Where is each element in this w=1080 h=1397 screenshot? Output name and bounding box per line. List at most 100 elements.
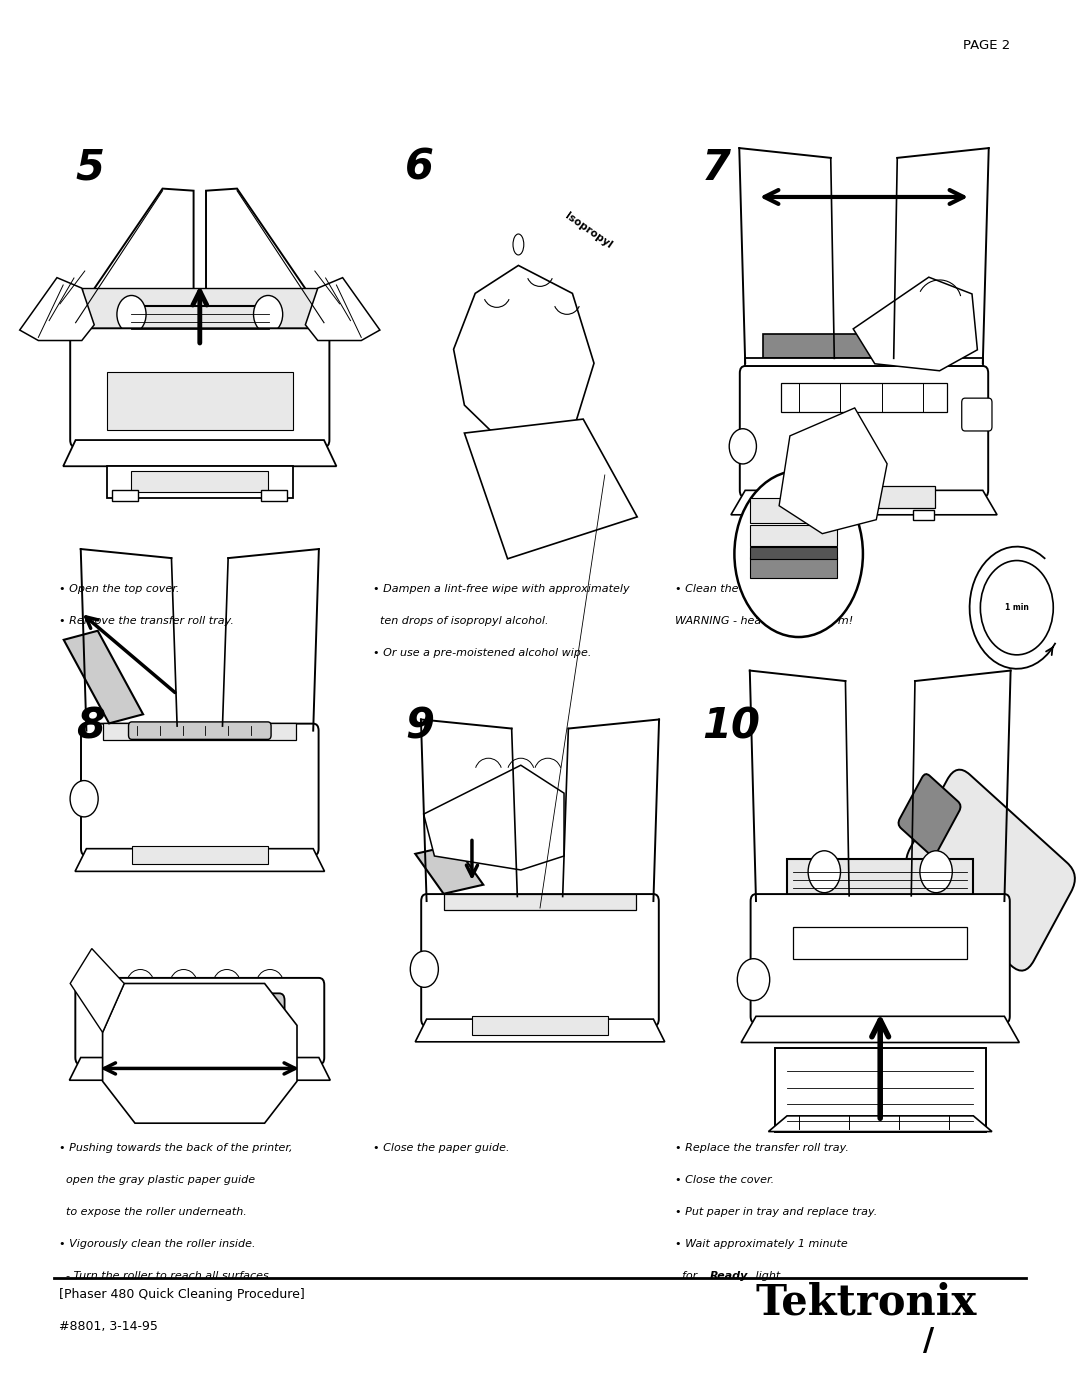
FancyBboxPatch shape — [787, 859, 973, 895]
Text: - Turn the roller to reach all surfaces.: - Turn the roller to reach all surfaces. — [59, 1271, 272, 1281]
Polygon shape — [464, 419, 637, 559]
FancyBboxPatch shape — [962, 398, 993, 432]
Text: [Phaser 480 Quick Cleaning Procedure]: [Phaser 480 Quick Cleaning Procedure] — [59, 1288, 306, 1301]
Text: PAGE 2: PAGE 2 — [962, 39, 1010, 52]
Circle shape — [738, 958, 770, 1000]
FancyBboxPatch shape — [70, 328, 329, 447]
FancyBboxPatch shape — [740, 366, 988, 497]
FancyBboxPatch shape — [132, 472, 268, 493]
Ellipse shape — [513, 235, 524, 256]
Polygon shape — [75, 849, 324, 872]
Text: 9: 9 — [405, 705, 434, 747]
Circle shape — [117, 296, 146, 334]
Text: open the gray plastic paper guide: open the gray plastic paper guide — [59, 1175, 256, 1185]
Text: ten drops of isopropyl alcohol.: ten drops of isopropyl alcohol. — [373, 616, 548, 626]
FancyBboxPatch shape — [794, 510, 815, 520]
Text: • Replace the transfer roll tray.: • Replace the transfer roll tray. — [675, 1143, 849, 1153]
FancyBboxPatch shape — [114, 993, 285, 1032]
FancyBboxPatch shape — [751, 548, 837, 559]
FancyBboxPatch shape — [472, 1017, 608, 1035]
Polygon shape — [103, 983, 297, 1123]
Text: Ready: Ready — [710, 1271, 748, 1281]
Polygon shape — [731, 490, 997, 515]
Polygon shape — [19, 278, 94, 341]
Ellipse shape — [508, 277, 518, 298]
Text: light.: light. — [752, 1271, 783, 1281]
FancyBboxPatch shape — [774, 1048, 986, 1132]
Ellipse shape — [535, 305, 545, 326]
Text: to expose the roller underneath.: to expose the roller underneath. — [59, 1207, 247, 1217]
Circle shape — [70, 781, 98, 817]
FancyBboxPatch shape — [751, 499, 837, 522]
Polygon shape — [63, 440, 337, 467]
Polygon shape — [306, 278, 380, 341]
Text: /: / — [923, 1326, 934, 1356]
Circle shape — [254, 296, 283, 334]
Text: • Close the paper guide.: • Close the paper guide. — [373, 1143, 509, 1153]
FancyBboxPatch shape — [913, 510, 934, 520]
FancyBboxPatch shape — [81, 724, 319, 855]
Polygon shape — [70, 949, 124, 1032]
FancyBboxPatch shape — [444, 894, 636, 911]
FancyBboxPatch shape — [132, 847, 268, 865]
FancyBboxPatch shape — [906, 770, 1075, 971]
FancyBboxPatch shape — [421, 894, 659, 1025]
FancyBboxPatch shape — [899, 774, 960, 855]
Text: • Remove the transfer roll tray.: • Remove the transfer roll tray. — [59, 616, 234, 626]
FancyBboxPatch shape — [751, 525, 837, 546]
Polygon shape — [415, 845, 484, 894]
Circle shape — [920, 851, 953, 893]
FancyBboxPatch shape — [751, 557, 837, 578]
Text: • Pushing towards the back of the printer,: • Pushing towards the back of the printe… — [59, 1143, 293, 1153]
Polygon shape — [853, 277, 977, 370]
Polygon shape — [779, 408, 887, 534]
FancyBboxPatch shape — [82, 288, 318, 341]
Text: WARNING - head may be warm!: WARNING - head may be warm! — [675, 616, 853, 626]
Text: • Wait approximately 1 minute: • Wait approximately 1 minute — [675, 1239, 848, 1249]
Circle shape — [410, 951, 438, 988]
Polygon shape — [741, 1017, 1020, 1042]
Text: 1 min: 1 min — [1004, 604, 1029, 612]
FancyBboxPatch shape — [745, 359, 983, 373]
FancyBboxPatch shape — [107, 372, 293, 430]
Polygon shape — [454, 265, 594, 447]
Text: 5: 5 — [76, 147, 105, 189]
FancyBboxPatch shape — [762, 334, 966, 359]
FancyBboxPatch shape — [126, 1056, 273, 1074]
Text: Isopropyl: Isopropyl — [563, 211, 615, 250]
Circle shape — [729, 429, 756, 464]
Text: for: for — [675, 1271, 701, 1281]
Text: 8: 8 — [76, 705, 105, 747]
FancyBboxPatch shape — [129, 722, 271, 739]
Circle shape — [808, 851, 840, 893]
Circle shape — [981, 560, 1053, 655]
FancyBboxPatch shape — [125, 306, 274, 337]
Polygon shape — [73, 189, 193, 335]
Text: • Vigorously clean the roller inside.: • Vigorously clean the roller inside. — [59, 1239, 256, 1249]
Text: 7: 7 — [702, 147, 731, 189]
Text: #8801, 3-14-95: #8801, 3-14-95 — [59, 1320, 159, 1333]
FancyBboxPatch shape — [793, 928, 968, 958]
Polygon shape — [769, 1116, 993, 1132]
FancyBboxPatch shape — [107, 467, 293, 497]
Text: • Open the top cover.: • Open the top cover. — [59, 584, 179, 594]
FancyBboxPatch shape — [261, 490, 287, 502]
FancyBboxPatch shape — [793, 486, 935, 509]
FancyBboxPatch shape — [76, 978, 324, 1065]
Text: • Close the cover.: • Close the cover. — [675, 1175, 774, 1185]
Text: • Clean the thermal head.: • Clean the thermal head. — [675, 584, 821, 594]
Text: • Put paper in tray and replace tray.: • Put paper in tray and replace tray. — [675, 1207, 877, 1217]
Polygon shape — [415, 1020, 665, 1042]
Text: • Dampen a lint-free wipe with approximately: • Dampen a lint-free wipe with approxima… — [373, 584, 630, 594]
FancyBboxPatch shape — [781, 383, 947, 412]
FancyBboxPatch shape — [751, 894, 1010, 1023]
Text: • Or use a pre-moistened alcohol wipe.: • Or use a pre-moistened alcohol wipe. — [373, 648, 591, 658]
Circle shape — [734, 471, 863, 637]
FancyBboxPatch shape — [112, 490, 138, 502]
FancyBboxPatch shape — [104, 724, 296, 740]
Text: 6: 6 — [405, 147, 434, 189]
Text: Tektronix: Tektronix — [756, 1281, 977, 1323]
Polygon shape — [423, 766, 564, 870]
Polygon shape — [206, 189, 326, 335]
Text: 10: 10 — [702, 705, 760, 747]
